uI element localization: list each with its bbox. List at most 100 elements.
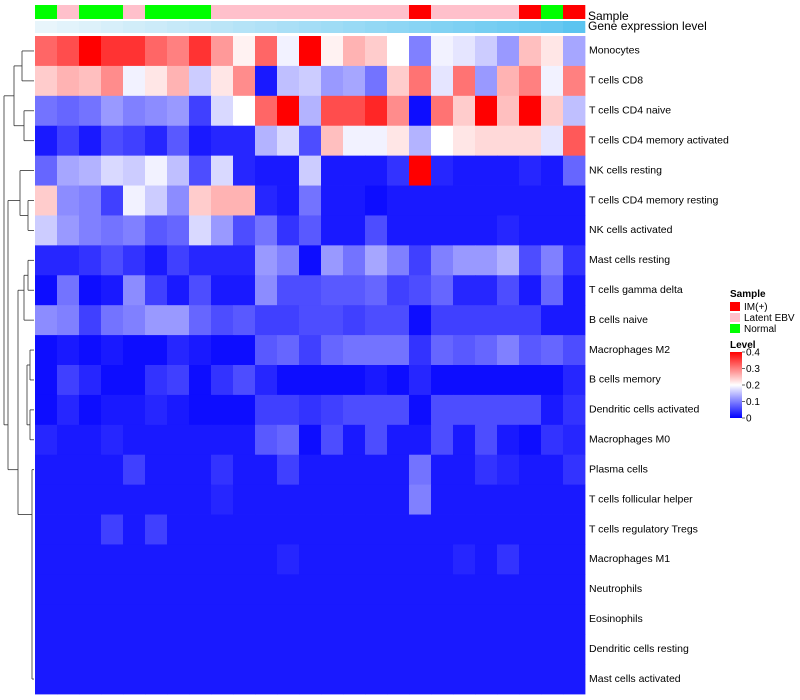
sample-annotation-cell bbox=[167, 5, 190, 19]
heatmap-cell bbox=[387, 95, 410, 127]
heatmap-cell bbox=[387, 65, 410, 97]
heatmap-cell bbox=[431, 125, 454, 157]
heatmap-cell bbox=[35, 454, 58, 486]
heatmap-cell bbox=[519, 275, 542, 306]
heatmap-cell bbox=[299, 514, 322, 545]
heatmap-cell bbox=[519, 484, 542, 515]
heatmap-cell bbox=[145, 484, 168, 515]
heatmap-cell bbox=[387, 574, 410, 605]
heatmap-cell bbox=[101, 604, 124, 635]
heatmap-cell bbox=[497, 125, 520, 157]
heatmap-cell bbox=[123, 155, 146, 186]
heatmap-cell bbox=[409, 335, 432, 366]
heatmap-cell bbox=[453, 125, 476, 157]
heatmap-cell bbox=[321, 514, 344, 545]
heatmap-cell bbox=[431, 424, 454, 456]
heatmap-cell bbox=[167, 125, 190, 157]
heatmap-cell bbox=[145, 664, 168, 695]
expression-annotation-cell bbox=[79, 21, 102, 33]
heatmap-cell bbox=[519, 604, 542, 635]
heatmap-cell bbox=[321, 36, 344, 67]
heatmap-cell bbox=[563, 394, 586, 426]
heatmap-cell bbox=[123, 484, 146, 515]
row-label: T cells CD8 bbox=[589, 75, 643, 87]
heatmap-cells bbox=[35, 36, 586, 695]
heatmap-cell bbox=[167, 574, 190, 605]
legend-entry-label: Normal bbox=[744, 324, 776, 335]
heatmap-cell bbox=[541, 65, 564, 97]
row-label: Dendritic cells activated bbox=[589, 404, 699, 416]
row-label: T cells regulatory Tregs bbox=[589, 523, 698, 535]
sample-annotation-cell bbox=[79, 5, 102, 19]
heatmap-cell bbox=[79, 365, 102, 396]
heatmap-cell bbox=[211, 125, 234, 157]
heatmap-cell bbox=[189, 574, 212, 605]
heatmap-cell bbox=[35, 394, 58, 426]
heatmap-cell bbox=[431, 634, 454, 665]
row-label: B cells naive bbox=[589, 314, 648, 326]
heatmap-cell bbox=[365, 484, 388, 515]
heatmap-cell bbox=[409, 185, 432, 216]
heatmap-cell bbox=[255, 574, 278, 605]
heatmap-cell bbox=[101, 484, 124, 515]
heatmap-cell bbox=[299, 335, 322, 366]
legend-tick-label: 0 bbox=[746, 414, 752, 425]
heatmap-cell bbox=[409, 664, 432, 695]
heatmap-cell bbox=[211, 36, 234, 67]
row-label: T cells CD4 naive bbox=[589, 105, 671, 117]
heatmap-cell bbox=[475, 185, 498, 216]
heatmap-cell bbox=[343, 484, 366, 515]
heatmap-cell bbox=[409, 394, 432, 426]
heatmap-cell bbox=[321, 65, 344, 97]
heatmap-cell bbox=[365, 125, 388, 157]
heatmap-cell bbox=[497, 275, 520, 306]
heatmap-cell bbox=[299, 36, 322, 67]
heatmap-cell bbox=[563, 574, 586, 605]
sample-annotation-cell bbox=[123, 5, 146, 19]
heatmap-cell bbox=[211, 484, 234, 515]
heatmap-cell bbox=[541, 36, 564, 67]
expression-annotation-cell bbox=[387, 21, 410, 33]
heatmap-cell bbox=[123, 185, 146, 216]
heatmap-cell bbox=[387, 604, 410, 635]
heatmap-cell bbox=[519, 36, 542, 67]
heatmap-cell bbox=[255, 484, 278, 515]
heatmap-cell bbox=[409, 215, 432, 246]
annotation-label-expression: Gene expression level bbox=[588, 19, 707, 33]
heatmap-cell bbox=[123, 36, 146, 67]
heatmap-cell bbox=[233, 484, 256, 515]
heatmap-cell bbox=[255, 36, 278, 67]
sample-annotation-cell bbox=[277, 5, 300, 19]
heatmap-cell bbox=[563, 65, 586, 97]
heatmap-cell bbox=[101, 365, 124, 396]
heatmap-cell bbox=[541, 335, 564, 366]
heatmap-cell bbox=[101, 185, 124, 216]
heatmap-cell bbox=[211, 514, 234, 545]
heatmap-cell bbox=[123, 664, 146, 695]
heatmap-cell bbox=[299, 574, 322, 605]
heatmap-cell bbox=[123, 544, 146, 575]
heatmap-cell bbox=[321, 424, 344, 456]
row-label: B cells memory bbox=[589, 374, 662, 386]
heatmap-cell bbox=[35, 424, 58, 456]
heatmap-cell bbox=[145, 514, 168, 545]
heatmap-cell bbox=[57, 95, 80, 127]
heatmap-cell bbox=[35, 275, 58, 306]
heatmap-cell bbox=[365, 365, 388, 396]
heatmap-cell bbox=[167, 365, 190, 396]
heatmap-cell bbox=[189, 424, 212, 456]
heatmap-cell bbox=[277, 604, 300, 635]
heatmap-cell bbox=[255, 245, 278, 276]
heatmap-cell bbox=[519, 664, 542, 695]
sample-annotation-cell bbox=[541, 5, 564, 19]
heatmap-cell bbox=[189, 125, 212, 157]
heatmap-cell bbox=[409, 544, 432, 575]
heatmap-cell bbox=[541, 95, 564, 127]
heatmap-cell bbox=[365, 544, 388, 575]
heatmap-cell bbox=[35, 514, 58, 545]
heatmap-cell bbox=[57, 574, 80, 605]
heatmap-cell bbox=[167, 36, 190, 67]
heatmap-cell bbox=[431, 484, 454, 515]
heatmap-cell bbox=[453, 335, 476, 366]
